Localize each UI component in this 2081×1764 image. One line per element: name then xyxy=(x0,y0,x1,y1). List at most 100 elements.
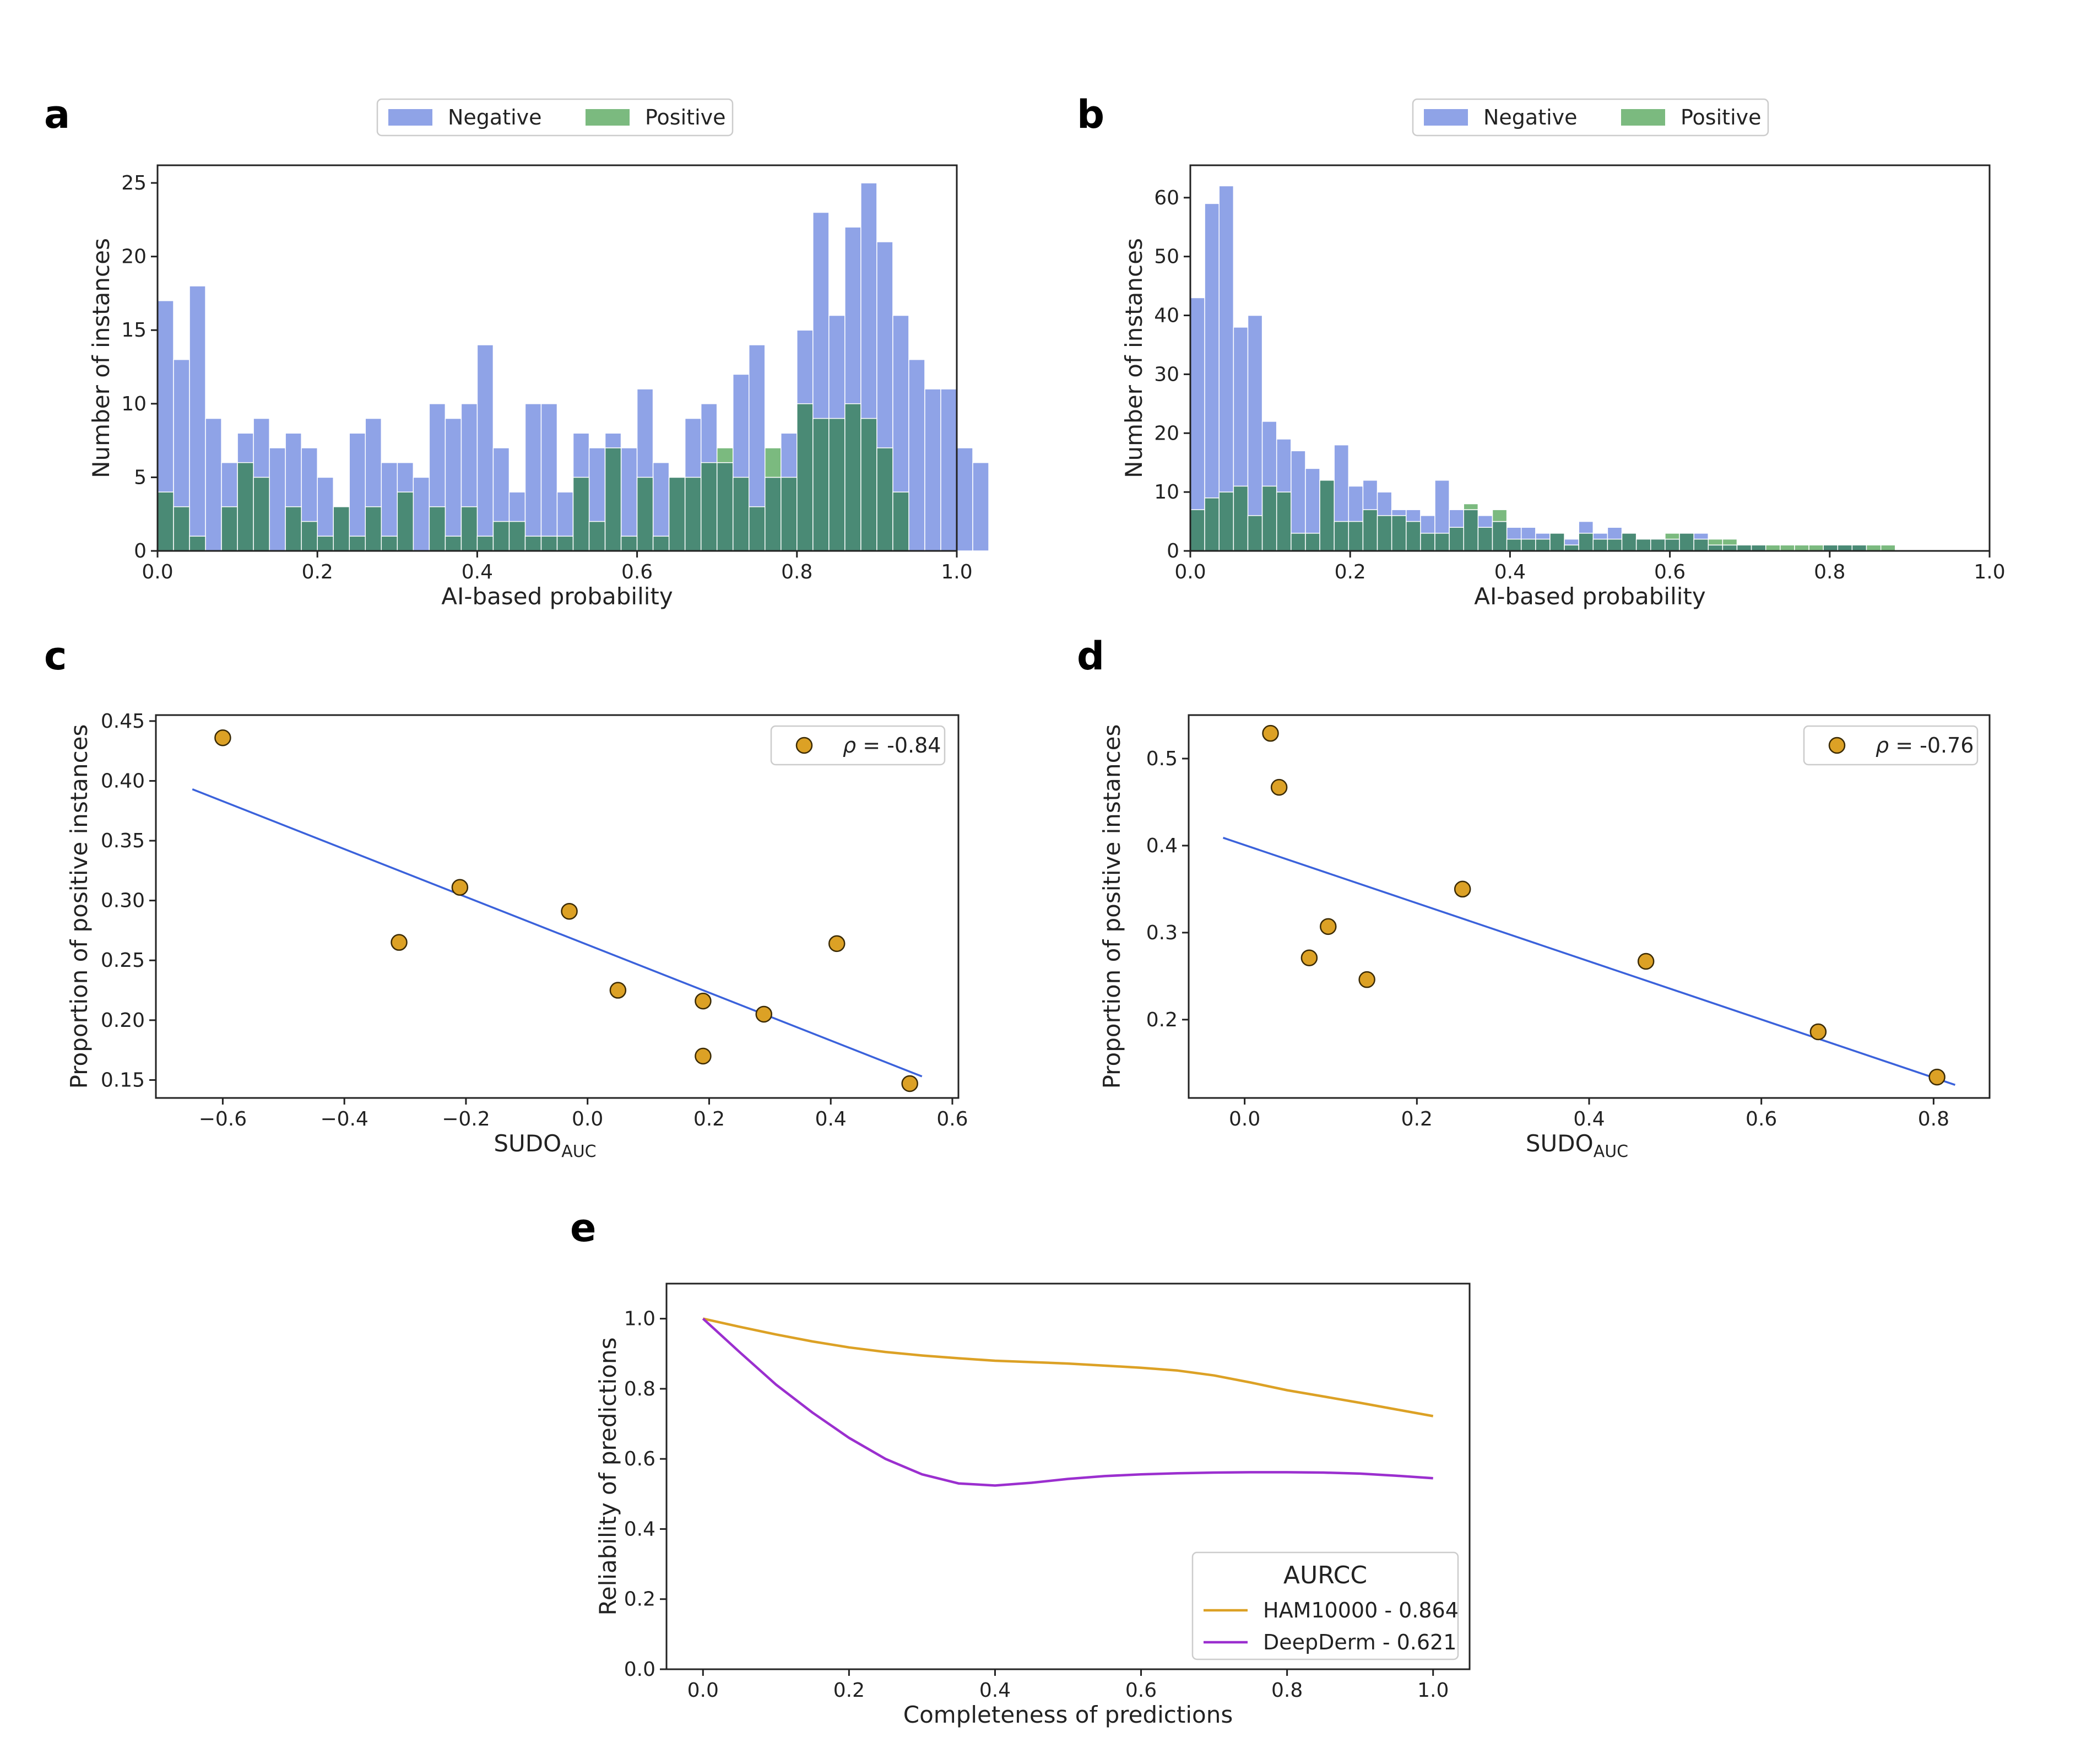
panel-a-bar-negative xyxy=(908,359,925,551)
panel-a-bar-positive xyxy=(301,521,318,551)
panel-c-xtick-label: −0.6 xyxy=(199,1108,247,1130)
panel-a-bar-positive xyxy=(748,506,766,551)
panel-e-axes-frame xyxy=(665,1283,1471,1670)
panel-letter-b: b xyxy=(1077,92,1104,137)
panel-b-bar-positive xyxy=(1549,533,1565,551)
panel-b-bar-positive xyxy=(1247,515,1263,551)
panel-c-ytick-label: 0.35 xyxy=(101,830,145,852)
panel-c-ytick-label: 0.30 xyxy=(101,890,145,912)
panel-b-bar-positive xyxy=(1578,533,1594,551)
panel-c-xtick-label: 0.6 xyxy=(936,1108,968,1130)
panel-a-bar-positive xyxy=(844,403,861,551)
panel-c-xtick-label: 0.4 xyxy=(815,1108,847,1130)
panel-d-point xyxy=(1270,778,1288,796)
panel-b-xtick-label: 1.0 xyxy=(1974,561,2005,583)
panel-b-legend-label-positive: Positive xyxy=(1681,105,1762,129)
panel-c-xtick-label: 0.0 xyxy=(572,1108,603,1130)
panel-b-ytick-label: 20 xyxy=(1154,422,1179,445)
panel-b-bar-positive xyxy=(1635,538,1651,551)
panel-c-ytick-label: 0.40 xyxy=(101,770,145,792)
panel-e-line-ham10000 xyxy=(702,1317,1434,1417)
panel-a-bar-positive xyxy=(508,521,526,551)
panel-a-ytick-label: 0 xyxy=(134,540,147,562)
panel-b-bar-positive-excess xyxy=(1765,544,1781,551)
panel-d-xtick-label: 0.2 xyxy=(1401,1108,1433,1130)
panel-b-bar-positive xyxy=(1233,485,1249,551)
panel-a-bar-negative xyxy=(972,462,989,551)
panel-a-ylabel: Number of instances xyxy=(88,238,115,478)
panel-b-legend: Negative Positive xyxy=(1412,98,1769,137)
panel-d-point xyxy=(1637,953,1655,970)
panel-b-xlabel: AI-based probability xyxy=(1474,583,1706,610)
panel-b-xtick-label: 0.4 xyxy=(1494,561,1526,583)
panel-b-bar-positive-excess xyxy=(1866,544,1882,551)
panel-e-ytick-label: 0.2 xyxy=(624,1588,655,1611)
panel-a-legend-label-positive: Positive xyxy=(645,105,726,129)
panel-a-bar-positive xyxy=(492,521,510,551)
panel-d-ytick-label: 0.2 xyxy=(1146,1009,1178,1031)
panel-b-bar-positive xyxy=(1449,527,1464,551)
panel-a-bar-positive-excess xyxy=(765,447,782,478)
panel-b-ytick-label: 10 xyxy=(1154,481,1179,504)
panel-e-legend: AURCC HAM10000 - 0.864 DeepDerm - 0.621 xyxy=(1191,1551,1459,1660)
panel-a-bar-positive xyxy=(572,477,590,551)
panel-c-xtick-label: 0.2 xyxy=(693,1108,725,1130)
panel-a-bar-positive-excess xyxy=(716,447,734,463)
panel-a-bar-positive xyxy=(556,535,574,551)
panel-a-bar-positive xyxy=(796,403,814,551)
panel-b-bar-positive xyxy=(1276,491,1292,551)
panel-b-bar-positive xyxy=(1362,509,1378,551)
panel-b-bar-positive xyxy=(1348,521,1364,551)
panel-b-bar-positive xyxy=(1261,485,1277,551)
panel-a-bar-positive xyxy=(333,506,350,551)
panel-c-ytick-label: 0.20 xyxy=(101,1009,145,1032)
panel-d-point xyxy=(1809,1023,1827,1041)
panel-a-bar-negative xyxy=(956,447,973,551)
panel-b-bar-positive xyxy=(1751,544,1766,551)
panel-a-ytick-label: 5 xyxy=(134,466,147,489)
panel-e-legend-title: AURCC xyxy=(1283,1561,1367,1589)
panel-b-bar-positive xyxy=(1564,544,1579,551)
panel-c-point xyxy=(214,729,231,746)
panel-a-bar-positive xyxy=(460,506,478,551)
panel-b-bar-positive-excess xyxy=(1708,538,1724,546)
panel-c-point xyxy=(451,879,469,896)
panel-b-legend-box xyxy=(1412,98,1769,137)
panel-c-scatter: −0.6 −0.4 −0.2 0.0 0.2 0.4 0.6 0.15 0.20 0.25 0.30… xyxy=(66,710,968,1161)
panel-b-bar-positive xyxy=(1708,544,1724,551)
panel-b-bar-positive xyxy=(1319,480,1335,551)
panel-b-ytick-label: 60 xyxy=(1154,187,1179,209)
panel-b-bar-positive xyxy=(1722,544,1738,551)
panel-a-bar-positive xyxy=(476,535,494,551)
panel-a-axes-frame xyxy=(156,164,958,552)
panel-a-bar-positive xyxy=(668,477,686,551)
panel-c-fit-line xyxy=(192,788,923,1078)
panel-a-xtick-label: 0.0 xyxy=(142,561,173,583)
panel-b-bar-positive-excess xyxy=(1808,544,1824,551)
panel-d-ytick-label: 0.5 xyxy=(1146,748,1178,770)
panel-a-bar-positive xyxy=(524,535,542,551)
panel-letter-d: d xyxy=(1077,634,1104,679)
panel-a-xtick-label: 0.6 xyxy=(621,561,653,583)
panel-a-xtick-label: 0.8 xyxy=(781,561,812,583)
panel-e-ytick-label: 0.6 xyxy=(624,1448,655,1470)
panel-e-line-chart: 0.0 0.2 0.4 0.6 0.8 1.0 0.0 0.2 0.4 0.6 0.8 1.0 Comp… xyxy=(594,1283,1471,1728)
panel-c-axes-frame xyxy=(155,714,960,1099)
panel-b-ytick-label: 50 xyxy=(1154,246,1179,268)
panel-a-ytick-label: 20 xyxy=(121,246,147,268)
panel-e-line-deepderm xyxy=(702,1317,1433,1487)
panel-a-bar-positive xyxy=(892,491,909,551)
panel-e-legend-box xyxy=(1191,1551,1459,1660)
panel-a-bar-positive xyxy=(636,477,654,551)
panel-c-point xyxy=(695,1047,712,1065)
panel-c-legend: ρ = -0.84 xyxy=(770,725,946,766)
panel-d-xlabel: SUDOAUC xyxy=(1526,1130,1628,1161)
panel-b-ytick-label: 0 xyxy=(1167,540,1179,562)
panel-a-bar-positive xyxy=(285,506,302,551)
panel-a-bar-positive xyxy=(253,477,270,551)
panel-b-ytick-label: 30 xyxy=(1154,363,1179,386)
panel-c-point xyxy=(695,992,712,1010)
panel-c-legend-box xyxy=(770,725,946,766)
panel-b-bar-positive xyxy=(1291,533,1306,551)
panel-c-point xyxy=(828,935,846,953)
